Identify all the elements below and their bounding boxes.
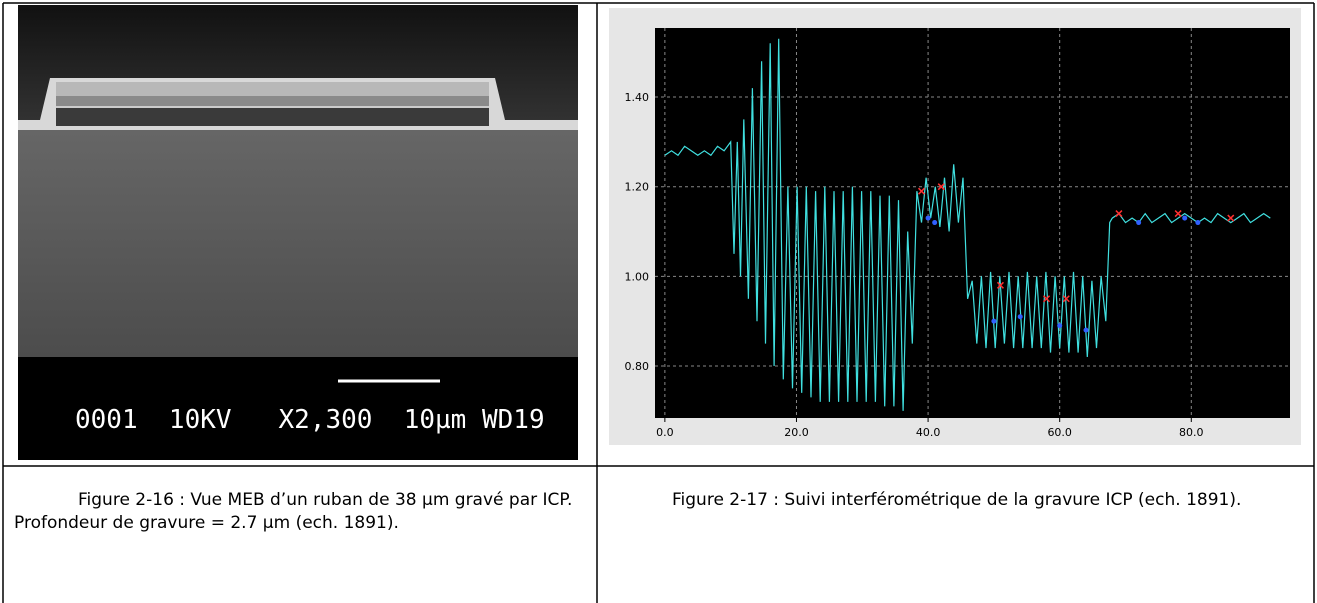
caption: Figure 2-17 : Suivi interférométrique de… — [672, 490, 1242, 510]
y-tick-label: 1.20 — [625, 181, 650, 194]
marker — [937, 183, 945, 191]
sem-image: 0001 10KV X2,300 10µm WD19 — [18, 5, 578, 460]
marker — [917, 187, 926, 195]
marker — [1042, 295, 1051, 303]
marker — [991, 318, 997, 324]
x-tick-label: 60.0 — [1047, 426, 1072, 439]
x-tick-label: 0.0 — [656, 426, 674, 439]
y-tick-label: 0.80 — [625, 360, 650, 373]
sem-label: 0001 10KV X2,300 10µm WD19 — [75, 405, 545, 435]
marker — [1062, 295, 1070, 303]
marker — [1057, 323, 1063, 329]
chart: 0.80 1.00 1.20 1.40 0.0 20.0 40.0 60.0 80.0 — [609, 8, 1301, 445]
x-tick-label: 40.0 — [916, 426, 941, 439]
y-tick-label: 1.40 — [625, 91, 650, 104]
marker — [925, 215, 931, 221]
x-tick-label: 80.0 — [1179, 426, 1204, 439]
caption: Figure 2-16 : Vue MEB d’un ruban de 38 µ… — [14, 490, 573, 533]
marker — [1227, 214, 1235, 222]
marker — [1174, 210, 1182, 218]
marker — [1115, 210, 1123, 218]
marker — [1136, 220, 1142, 226]
y-tick-label: 1.00 — [625, 270, 650, 283]
marker — [1195, 220, 1201, 226]
x-tick-label: 20.0 — [784, 426, 809, 439]
marker — [1017, 314, 1023, 320]
marker — [1083, 327, 1089, 333]
marker — [932, 220, 938, 226]
marker — [1182, 215, 1188, 221]
marker — [996, 281, 1005, 289]
